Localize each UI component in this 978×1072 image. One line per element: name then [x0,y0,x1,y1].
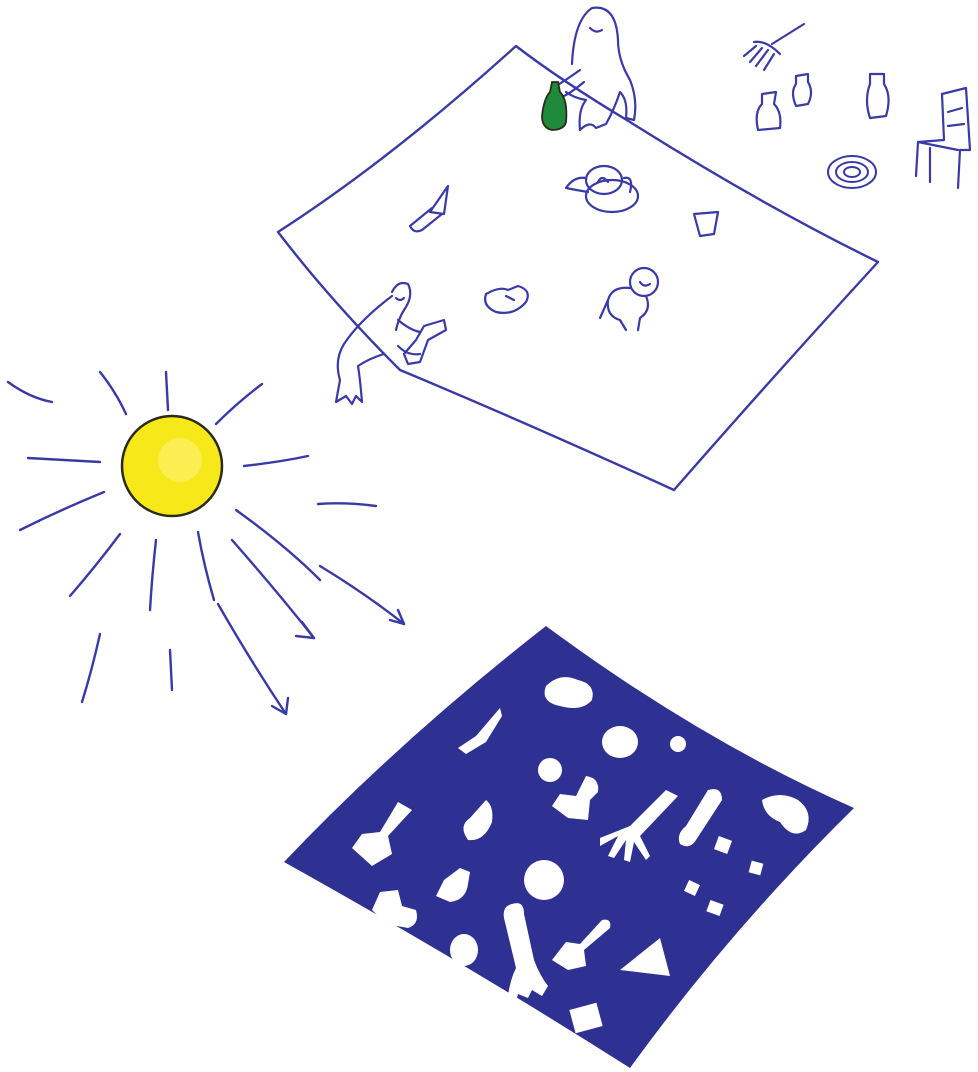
cup-icon [692,210,720,238]
print-hammer-shape-2 [552,919,611,970]
print-square-1 [714,836,732,854]
chair-icon [914,86,972,190]
vase-icon [755,90,782,132]
teapot-icon [564,164,640,214]
bottle-icon [541,81,568,131]
coiled-rope-icon [827,155,877,189]
print-long-bone-shape [503,903,548,1002]
print-vase-shape [463,800,493,841]
print-coil-shape [544,677,593,708]
print-egg-shape [450,934,478,966]
print-square-2 [748,860,764,876]
print-knife-shape [458,708,502,754]
sun-icon [120,414,224,518]
shoe-icon [484,284,529,314]
print-square-5 [569,1002,603,1034]
print-bottle-shape [436,868,470,902]
print-tube-shape [352,802,412,866]
small-bottle-icon [865,72,890,120]
knife-icon [408,184,450,233]
sun-rays [6,370,406,716]
print-silhouettes [352,677,809,1034]
print-teapot-shape [602,726,638,758]
cyanotype-print [284,626,854,1068]
print-circle-shape [524,860,564,900]
print-jar-shape [538,758,562,782]
figure-holding-tube [334,281,448,406]
print-square-4 [706,899,724,917]
print-hammer-shape [552,776,599,820]
photosensitive-sheet [276,44,880,492]
figure-holding-bottle [554,6,637,132]
print-bone-shape [678,789,722,847]
rake-icon [742,22,806,72]
print-cup-shape [670,736,686,752]
doll-icon [598,266,660,332]
print-square-3 [684,880,700,896]
print-shoe-shape [762,795,809,834]
print-triangle-shape [620,938,670,976]
print-rake-shape [600,790,678,862]
jar-icon [791,72,813,108]
print-boot-shape [372,890,417,928]
